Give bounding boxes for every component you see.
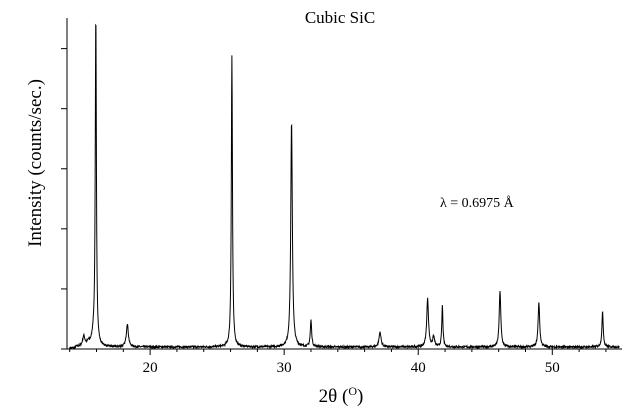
x-axis-label-degree: O — [348, 384, 357, 398]
x-axis: 20 30 40 50 — [67, 348, 622, 376]
y-ticks — [61, 48, 67, 350]
x-ticks: 20 30 40 50 — [69, 349, 607, 376]
diffraction-pattern-line — [69, 23, 620, 350]
wavelength-annotation: λ = 0.6975 Å — [440, 195, 515, 211]
y-axis-label: Intensity (counts/sec.) — [25, 79, 46, 247]
x-axis-label-main: 2θ ( — [319, 386, 349, 407]
y-axis — [61, 18, 68, 350]
x-axis-label: 2θ (O) — [319, 384, 364, 407]
x-tick-label: 40 — [411, 360, 426, 376]
x-axis-label-close: ) — [357, 386, 363, 407]
chart-title: Cubic SiC — [305, 8, 375, 27]
x-tick-label: 20 — [143, 360, 158, 376]
x-tick-label: 30 — [277, 360, 292, 376]
x-tick-label: 50 — [545, 360, 560, 376]
